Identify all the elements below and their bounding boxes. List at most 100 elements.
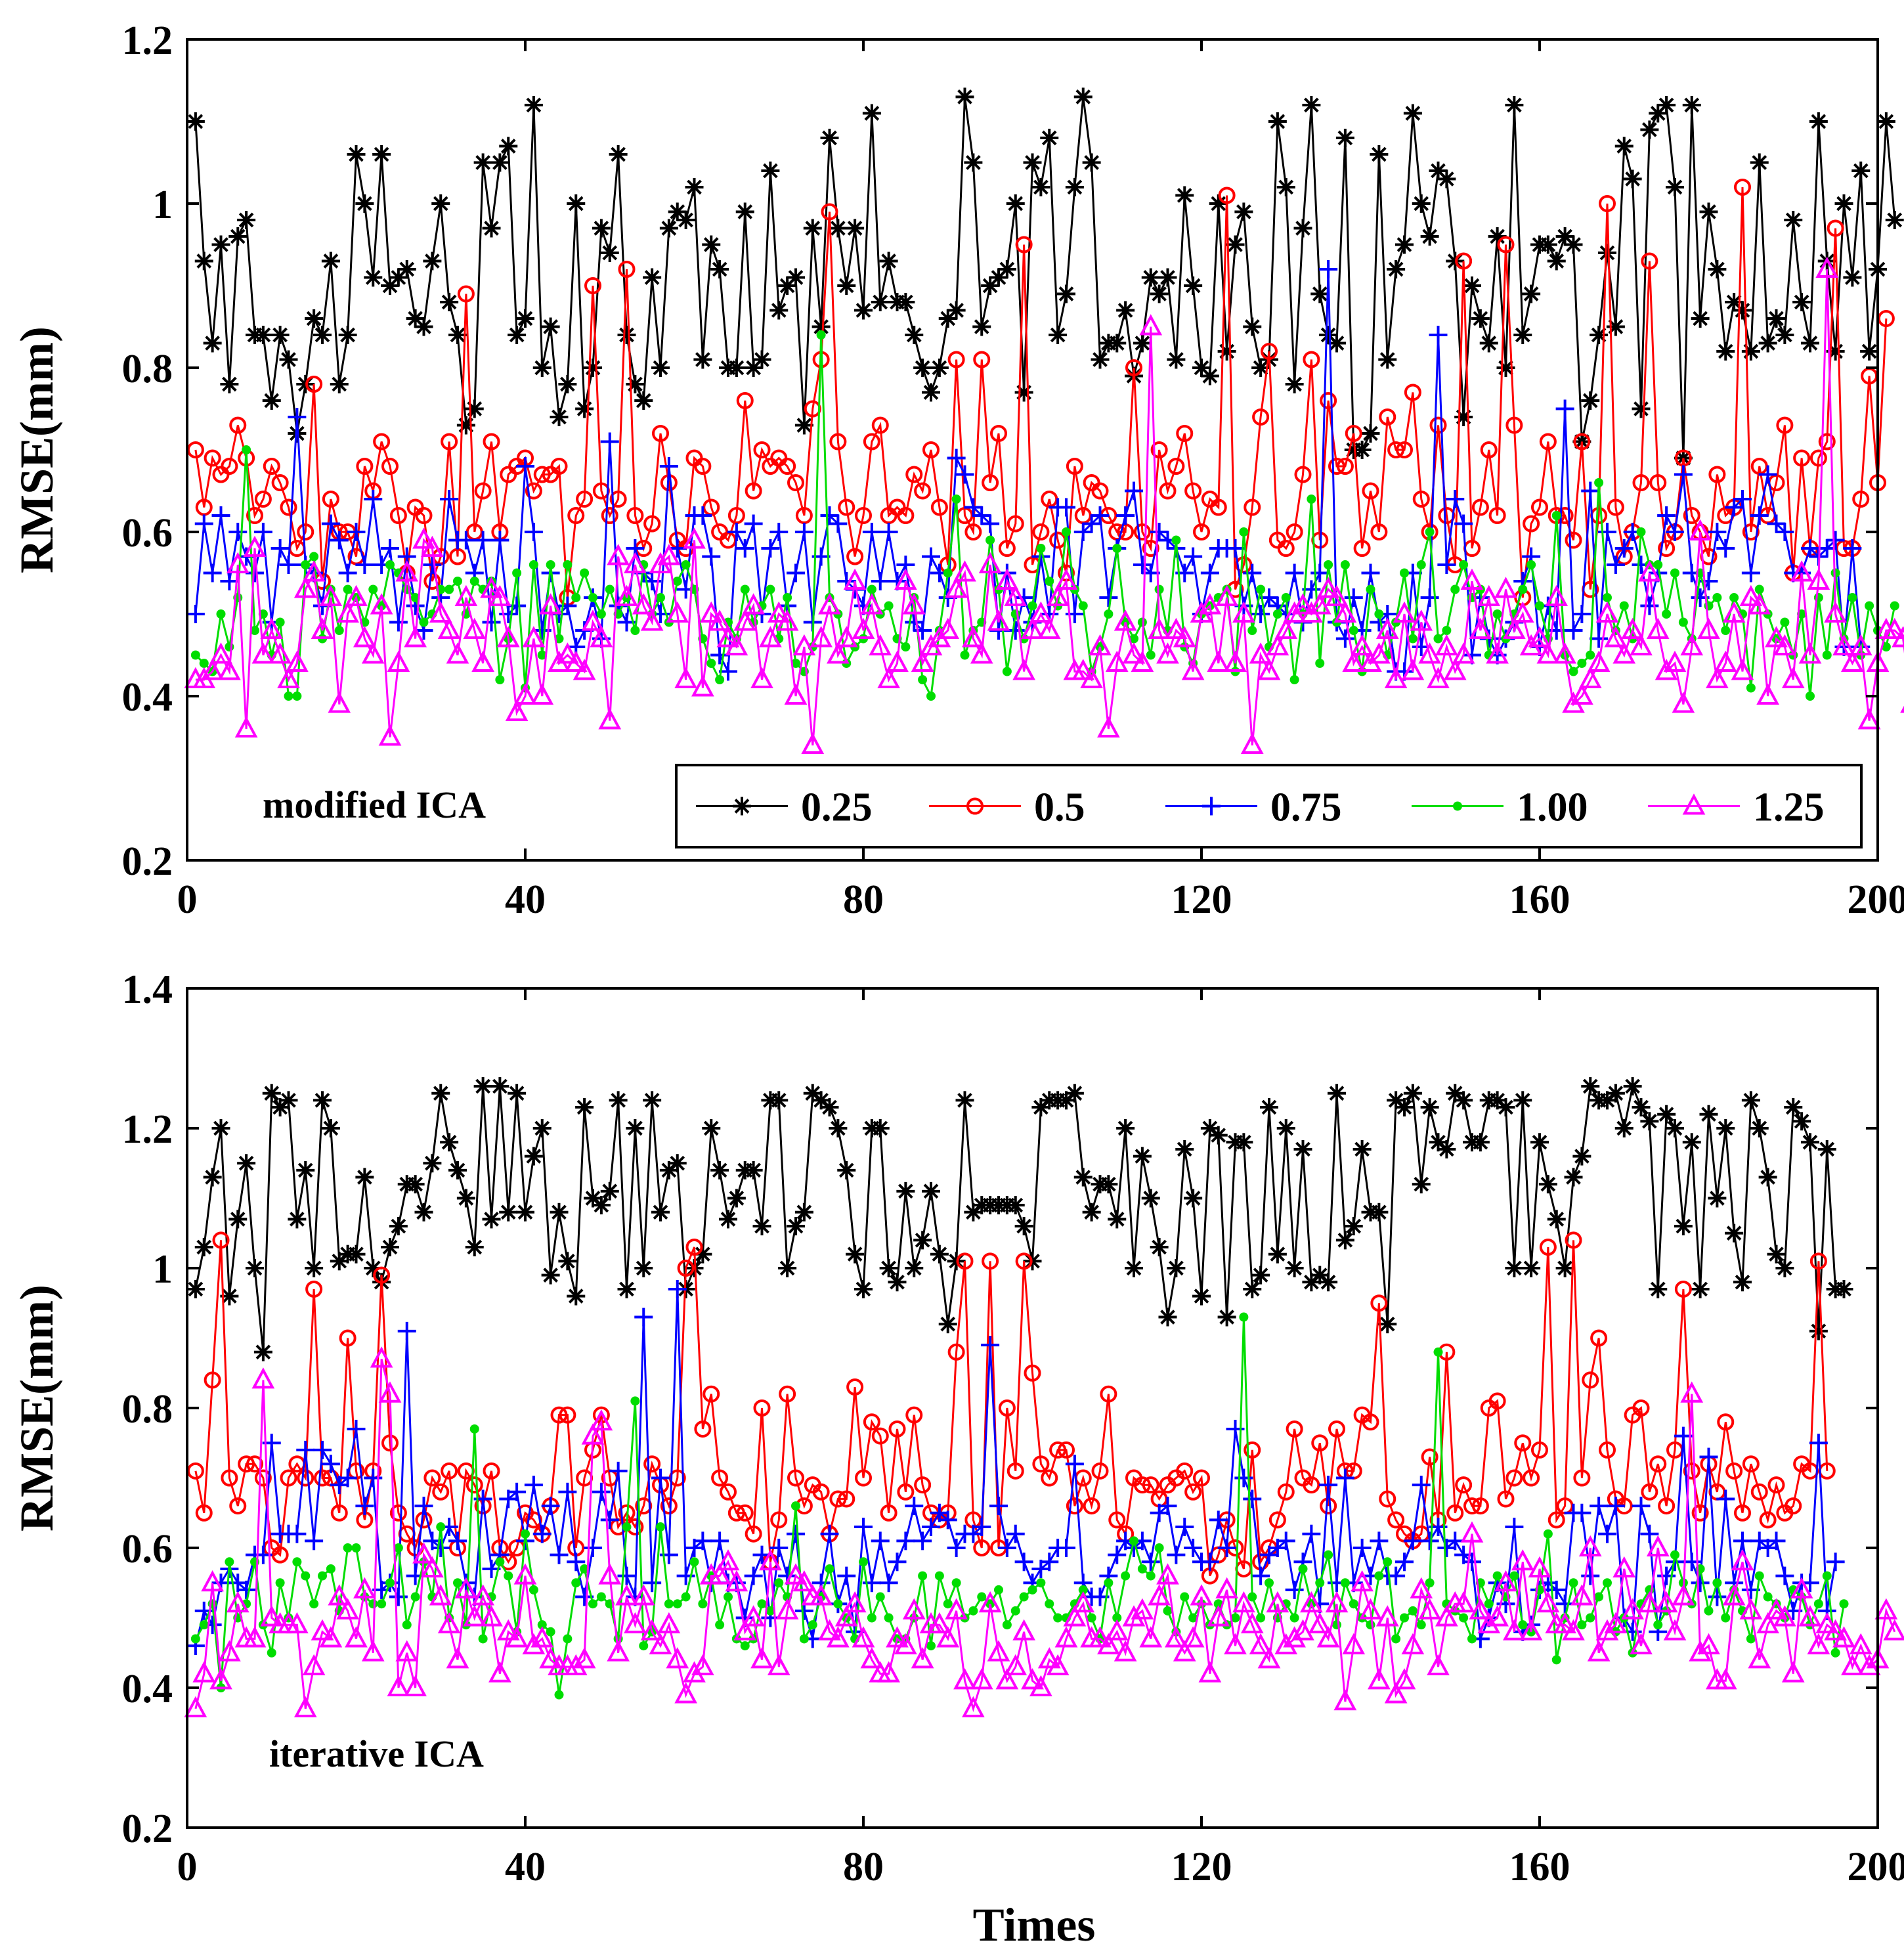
data-point xyxy=(1006,515,1024,533)
data-point xyxy=(1784,1098,1803,1117)
data-point xyxy=(275,617,285,627)
data-point xyxy=(1657,506,1676,525)
data-point xyxy=(1207,1605,1230,1627)
data-point xyxy=(368,1599,378,1609)
data-point xyxy=(1682,96,1701,114)
data-point xyxy=(871,572,890,590)
data-point xyxy=(715,675,725,684)
data-point xyxy=(1328,1084,1346,1103)
data-point xyxy=(1604,626,1628,648)
data-point xyxy=(463,1605,487,1627)
data-point xyxy=(309,1599,319,1609)
data-point xyxy=(1316,577,1340,598)
data-point xyxy=(1403,1531,1422,1551)
data-point xyxy=(615,1584,638,1606)
data-point xyxy=(711,1469,729,1487)
data-point xyxy=(1809,1252,1827,1270)
data-point xyxy=(1528,626,1551,648)
data-point xyxy=(1029,601,1052,623)
data-point xyxy=(1815,1612,1839,1634)
data-point xyxy=(1066,458,1083,475)
data-point xyxy=(1133,334,1152,353)
data-point xyxy=(195,1504,213,1522)
data-point xyxy=(862,104,881,123)
data-point xyxy=(884,601,894,611)
data-point xyxy=(1114,1640,1137,1662)
data-point xyxy=(902,1598,926,1619)
data-point xyxy=(951,1578,961,1588)
data-point xyxy=(228,227,248,246)
data-point xyxy=(343,584,353,594)
data-point xyxy=(1773,1605,1796,1627)
data-point xyxy=(626,507,644,524)
data-point xyxy=(1564,621,1583,640)
data-point xyxy=(297,1469,314,1487)
data-point xyxy=(1741,1091,1760,1110)
data-point xyxy=(1045,577,1054,586)
data-point xyxy=(1099,588,1118,607)
data-point xyxy=(1708,1189,1727,1208)
data-point xyxy=(666,601,689,623)
data-point xyxy=(922,1181,940,1200)
data-point xyxy=(1089,1626,1112,1648)
data-point xyxy=(1395,1098,1414,1117)
data-point xyxy=(1851,162,1871,180)
data-point xyxy=(914,1476,932,1494)
data-point xyxy=(635,1497,653,1515)
data-point xyxy=(947,1539,966,1557)
data-point xyxy=(699,601,723,623)
data-point xyxy=(808,1620,817,1630)
data-point xyxy=(987,1640,1010,1662)
data-point xyxy=(1078,601,1088,611)
data-point xyxy=(488,1661,511,1683)
data-point xyxy=(465,1476,483,1494)
data-point xyxy=(968,1606,978,1616)
data-point xyxy=(922,1518,940,1537)
x-tick-label: 200 xyxy=(1848,1845,1904,1889)
data-point xyxy=(706,659,716,668)
data-point xyxy=(1691,1504,1709,1522)
data-point xyxy=(1599,1441,1616,1459)
data-point xyxy=(305,1280,323,1298)
data-point xyxy=(1672,1584,1695,1606)
data-point xyxy=(693,350,712,369)
data-point xyxy=(457,285,475,303)
data-point xyxy=(288,408,307,426)
y-tick-label: 0.6 xyxy=(122,511,173,556)
data-point xyxy=(698,1599,708,1609)
data-point xyxy=(1268,1511,1286,1529)
data-point xyxy=(1765,1598,1788,1619)
data-point xyxy=(440,1133,459,1152)
data-point xyxy=(293,577,317,598)
data-point xyxy=(1173,626,1196,648)
data-point xyxy=(1010,1606,1020,1616)
data-point xyxy=(972,1518,991,1537)
data-point xyxy=(1632,399,1651,418)
data-point xyxy=(250,626,259,635)
data-point xyxy=(319,1626,343,1648)
data-point xyxy=(936,1626,960,1648)
data-point xyxy=(209,1668,232,1690)
data-point xyxy=(524,1476,543,1495)
data-point xyxy=(973,1539,991,1556)
data-point xyxy=(863,1413,880,1431)
data-point xyxy=(1599,195,1616,212)
data-point xyxy=(767,1654,790,1676)
data-point xyxy=(1674,465,1693,484)
data-point xyxy=(1080,667,1103,688)
data-point xyxy=(918,1571,928,1581)
data-point xyxy=(1801,334,1819,353)
data-point xyxy=(896,1181,915,1200)
data-point xyxy=(516,309,534,328)
data-point xyxy=(981,276,1000,295)
data-point xyxy=(985,535,995,545)
data-point xyxy=(584,277,601,294)
data-point xyxy=(1200,366,1219,385)
data-point xyxy=(955,1091,974,1110)
data-point xyxy=(1234,1133,1253,1152)
data-point xyxy=(668,1154,687,1173)
data-point xyxy=(301,560,311,569)
data-point xyxy=(1276,1119,1295,1137)
data-point xyxy=(886,1626,909,1648)
